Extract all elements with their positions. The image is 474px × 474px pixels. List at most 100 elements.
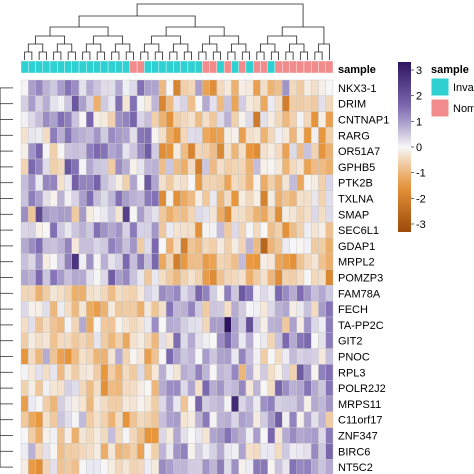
heatmap-cell xyxy=(136,364,145,381)
heatmap-cell xyxy=(165,301,174,318)
heatmap-cell xyxy=(282,348,290,365)
heatmap-cell xyxy=(311,316,319,334)
heatmap-cell xyxy=(71,364,80,381)
heatmap-cell xyxy=(35,190,43,207)
heatmap-cell xyxy=(223,285,232,302)
heatmap-cell xyxy=(57,95,65,112)
heatmap-cell xyxy=(165,316,174,334)
heatmap-cell xyxy=(274,364,283,381)
heatmap-cell xyxy=(274,95,283,112)
heatmap-cell xyxy=(252,348,261,365)
heatmap-cell xyxy=(144,158,152,176)
heatmap-cell xyxy=(282,364,290,381)
heatmap-cell xyxy=(86,237,94,255)
heatmap-cell xyxy=(187,348,196,365)
heatmap-cell xyxy=(151,158,160,176)
heatmap-cell xyxy=(216,285,225,302)
heatmap-cell xyxy=(318,111,326,128)
heatmap-cell xyxy=(49,158,58,176)
heatmap-cell xyxy=(238,237,247,255)
heatmap-cell xyxy=(28,95,36,112)
heatmap-cell xyxy=(194,174,203,191)
heatmap-cell xyxy=(318,79,326,97)
heatmap-cell xyxy=(165,285,174,302)
heatmap-cell xyxy=(194,411,203,428)
heatmap-cell xyxy=(115,332,123,349)
heatmap-cell xyxy=(194,364,203,381)
heatmap-cell xyxy=(49,316,58,334)
heatmap-cell xyxy=(165,411,174,428)
heatmap-cell xyxy=(115,253,123,270)
heatmap-cell xyxy=(107,395,116,413)
heatmap-cell xyxy=(115,395,123,413)
heatmap-cell xyxy=(93,142,102,160)
heatmap-cell xyxy=(20,95,29,112)
heatmap-cell xyxy=(93,221,102,239)
heatmap-cell xyxy=(64,348,72,365)
heatmap-cell xyxy=(173,459,181,474)
heatmap-cell xyxy=(93,443,102,460)
heatmap-cell xyxy=(93,127,102,144)
heatmap-cell xyxy=(311,221,319,239)
row-label: C11orf17 xyxy=(338,415,382,427)
heatmap-cell xyxy=(100,158,109,176)
heatmap-cell xyxy=(194,380,203,397)
heatmap-cell xyxy=(180,427,189,444)
heatmap-cell xyxy=(144,301,152,318)
dendrogram-link xyxy=(183,51,192,60)
heatmap-cell xyxy=(202,348,210,365)
heatmap-cell xyxy=(42,316,51,334)
annotation-cell xyxy=(136,60,145,74)
heatmap-cell xyxy=(325,443,334,460)
heatmap-cell xyxy=(282,174,290,191)
heatmap-cell xyxy=(78,174,87,191)
heatmap-cell xyxy=(64,206,72,223)
heatmap-cell xyxy=(260,174,268,191)
heatmap-cells xyxy=(20,79,334,474)
dendrogram-link xyxy=(35,35,65,44)
heatmap-cell xyxy=(173,206,181,223)
heatmap-cell xyxy=(71,427,80,444)
heatmap-cell xyxy=(144,174,152,191)
heatmap-cell xyxy=(296,411,305,428)
heatmap-cell xyxy=(86,364,94,381)
heatmap-cell xyxy=(35,158,43,176)
heatmap-cell xyxy=(64,221,72,239)
heatmap-cell xyxy=(20,364,29,381)
row-label: TXLNA xyxy=(338,194,374,206)
heatmap-cell xyxy=(202,158,210,176)
heatmap-cell xyxy=(42,364,51,381)
heatmap-cell xyxy=(71,285,80,302)
heatmap-cell xyxy=(245,301,254,318)
heatmap-cell xyxy=(245,427,254,444)
heatmap-cell xyxy=(325,301,334,318)
heatmap-cell xyxy=(180,443,189,460)
heatmap-cell xyxy=(303,142,312,160)
heatmap-cell xyxy=(158,332,167,349)
heatmap-cell xyxy=(122,301,131,318)
color-scale-tick-label: -2 xyxy=(416,193,426,205)
heatmap-cell xyxy=(311,158,319,176)
heatmap-cell xyxy=(231,316,239,334)
heatmap-cell xyxy=(35,316,43,334)
heatmap-cell xyxy=(180,79,189,97)
heatmap-cell xyxy=(260,95,268,112)
heatmap-cell xyxy=(151,443,160,460)
heatmap-cell xyxy=(209,158,218,176)
heatmap-cell xyxy=(223,221,232,239)
heatmap-cell xyxy=(187,332,196,349)
heatmap-cell xyxy=(86,348,94,365)
heatmap-cell xyxy=(260,79,268,97)
heatmap-cell xyxy=(231,332,239,349)
heatmap-cell xyxy=(296,206,305,223)
annotation-cell xyxy=(274,60,283,74)
heatmap-cell xyxy=(173,127,181,144)
heatmap-cell xyxy=(151,111,160,128)
heatmap-cell xyxy=(71,237,80,255)
annotation-cell xyxy=(231,60,239,74)
heatmap-cell xyxy=(129,158,138,176)
heatmap-cell xyxy=(144,221,152,239)
heatmap-cell xyxy=(20,206,29,223)
annotation-cell xyxy=(180,60,189,74)
heatmap-cell xyxy=(64,142,72,160)
